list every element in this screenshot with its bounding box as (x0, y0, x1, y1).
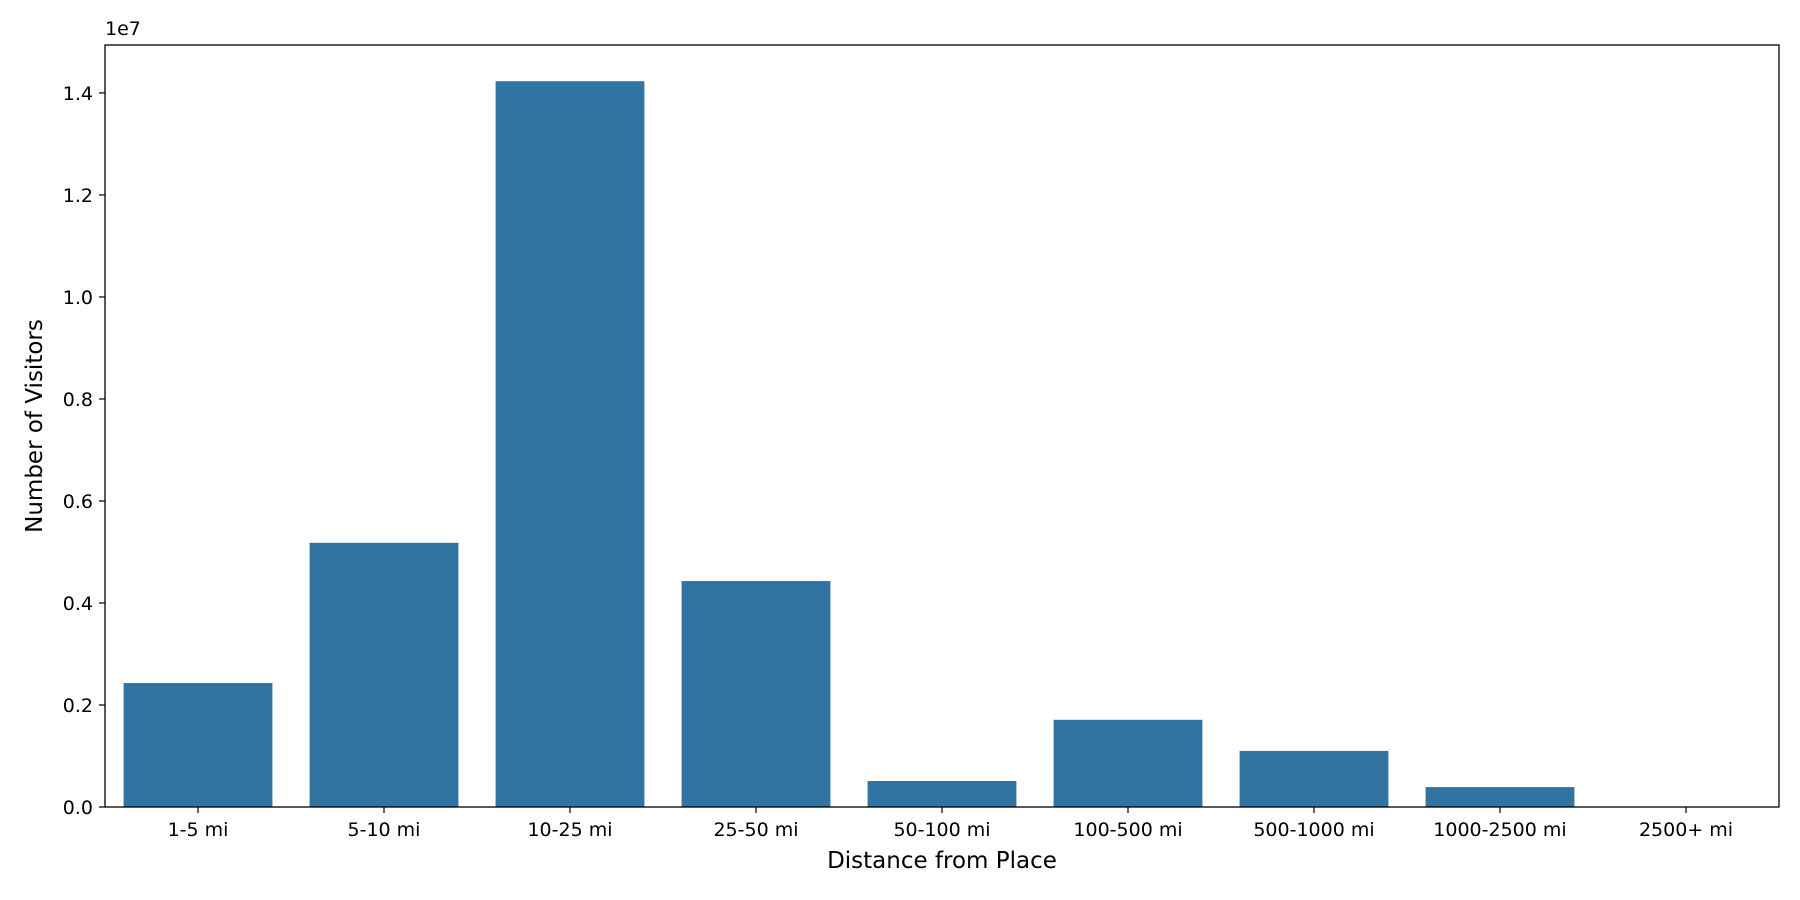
y-tick-label-6: 1.2 (63, 185, 93, 207)
bar-5 (1053, 719, 1203, 807)
x-tick-label-6: 500-1000 mi (1253, 819, 1374, 841)
x-tick-label-7: 1000-2500 mi (1433, 819, 1566, 841)
y-tick-label-4: 0.8 (63, 389, 93, 411)
bar-3 (681, 581, 831, 807)
plot-frame (104, 44, 1780, 808)
x-tick-label-5: 100-500 mi (1073, 819, 1182, 841)
bar-7 (1425, 787, 1575, 807)
y-tick-label-5: 1.0 (63, 287, 93, 309)
x-tick-label-2: 10-25 mi (527, 819, 612, 841)
x-tick-label-8: 2500+ mi (1639, 819, 1733, 841)
x-tick-label-1: 5-10 mi (348, 819, 421, 841)
bar-4 (867, 780, 1017, 807)
y-tick-label-7: 1.4 (63, 83, 93, 105)
y-tick-label-0: 0.0 (63, 797, 93, 819)
bars-group (123, 81, 1575, 808)
bar-2 (495, 81, 645, 808)
x-tick-label-0: 1-5 mi (168, 819, 229, 841)
x-tick-label-4: 50-100 mi (893, 819, 990, 841)
x-axis: 1-5 mi 5-10 mi 10-25 mi 25-50 mi 50-100 mi 10… (168, 807, 1733, 841)
y-axis-label: Number of Visitors (22, 319, 48, 533)
x-axis-label: Distance from Place (827, 848, 1057, 874)
y-tick-label-1: 0.2 (63, 695, 93, 717)
bar-0 (123, 683, 273, 807)
y-tick-label-2: 0.4 (63, 593, 93, 615)
bar-1 (309, 542, 459, 807)
x-tick-label-3: 25-50 mi (713, 819, 798, 841)
y-tick-label-3: 0.6 (63, 491, 93, 513)
y-axis: 0.0 0.2 0.4 0.6 0.8 1.0 1.2 1.4 (63, 83, 105, 819)
bar-6 (1239, 750, 1389, 807)
y-axis-offset-label: 1e7 (105, 18, 141, 40)
